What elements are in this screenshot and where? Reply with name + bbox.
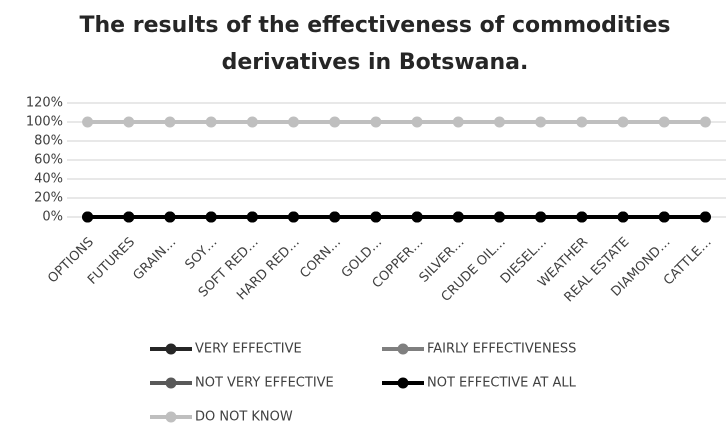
point: [658, 211, 670, 223]
point: [493, 211, 505, 223]
point: [370, 116, 382, 128]
point: [699, 211, 711, 223]
y-tick-label: 80%: [34, 134, 63, 149]
point: [246, 211, 258, 223]
point: [452, 211, 464, 223]
point: [288, 211, 300, 223]
point: [699, 116, 711, 128]
y-tick-label: 100%: [26, 115, 63, 130]
legend-label: FAIRLY EFFECTIVENESS: [427, 342, 576, 357]
point: [411, 211, 423, 223]
chart-title: derivatives in Botswana.: [222, 50, 529, 75]
point: [329, 116, 341, 128]
legend-label: NOT VERY EFFECTIVE: [195, 376, 334, 391]
point: [576, 116, 588, 128]
legend-marker: [397, 377, 409, 389]
point: [246, 116, 258, 128]
x-tick-label: SOY…: [182, 235, 220, 273]
legend-marker: [165, 377, 177, 389]
point: [164, 116, 176, 128]
y-tick-label: 0%: [42, 210, 63, 225]
point: [288, 116, 300, 128]
x-tick-label: CORN…: [297, 235, 344, 282]
point: [576, 211, 588, 223]
legend-label: DO NOT KNOW: [195, 410, 293, 425]
point: [452, 116, 464, 128]
legend-marker: [165, 343, 177, 355]
point: [205, 211, 217, 223]
legend-marker: [397, 343, 409, 355]
point: [411, 116, 423, 128]
point: [164, 211, 176, 223]
point: [205, 116, 217, 128]
point: [493, 116, 505, 128]
legend-marker: [165, 411, 177, 423]
point: [123, 211, 135, 223]
chart-title: The results of the effectiveness of comm…: [80, 13, 671, 38]
y-tick-label: 20%: [34, 191, 63, 206]
point: [617, 116, 629, 128]
y-tick-label: 120%: [26, 96, 63, 111]
legend-label: VERY EFFECTIVE: [195, 342, 302, 357]
point: [617, 211, 629, 223]
y-tick-label: 40%: [34, 172, 63, 187]
point: [123, 116, 135, 128]
point: [329, 211, 341, 223]
point: [370, 211, 382, 223]
x-tick-label: GRAIN…: [130, 235, 179, 284]
point: [535, 211, 547, 223]
point: [535, 116, 547, 128]
point: [82, 116, 94, 128]
legend-label: NOT EFFECTIVE AT ALL: [427, 376, 577, 391]
point: [82, 211, 94, 223]
y-tick-label: 60%: [34, 153, 63, 168]
point: [658, 116, 670, 128]
